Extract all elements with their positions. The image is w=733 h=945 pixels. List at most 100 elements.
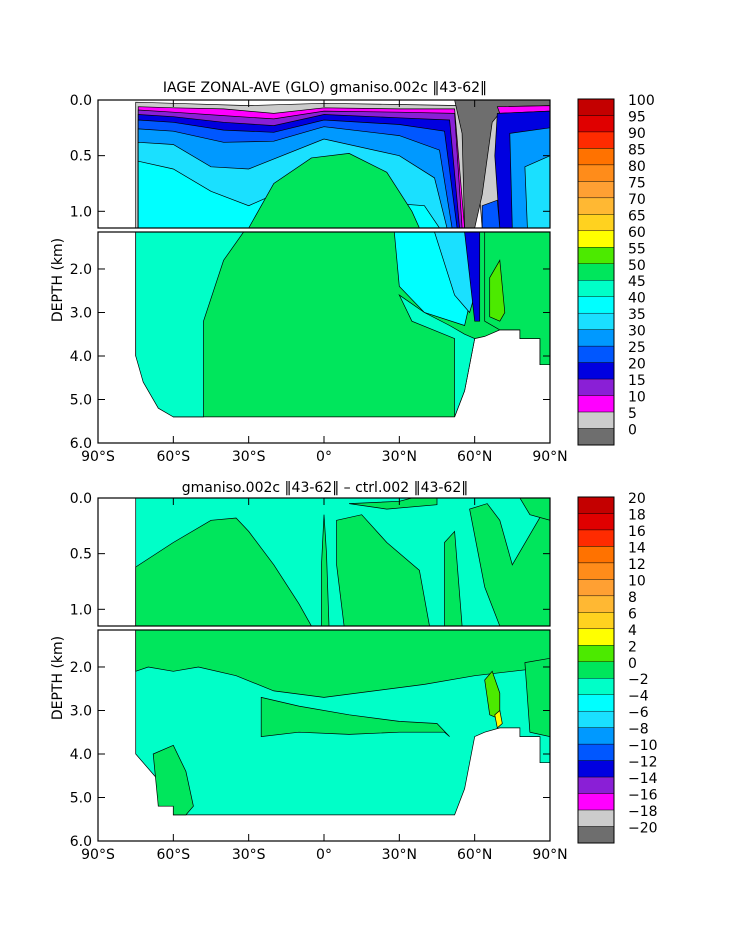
colorbar-swatch: [577, 345, 615, 363]
chart-anomaly-difference: gmaniso.002c ‖43-62‖ – ctrl.002 ‖43-62‖ …: [50, 480, 658, 863]
colorbar-swatch: [577, 628, 615, 646]
y-axis-label: DEPTH (km): [50, 636, 66, 720]
y-axis-label: DEPTH (km): [50, 238, 66, 322]
colorbar-label: 25: [628, 340, 646, 356]
y-tick-label: 0.5: [70, 149, 92, 165]
y-tick-label: 4.0: [70, 747, 92, 763]
y-tick-label: 6.0: [70, 834, 92, 850]
colorbar-swatch: [577, 612, 615, 630]
colorbar-swatch: [577, 826, 615, 844]
colorbar-swatch: [577, 181, 615, 199]
y-tick-label: 0.0: [70, 491, 92, 507]
colorbar-swatch: [577, 214, 615, 232]
colorbar-swatch: [577, 329, 615, 347]
contour-region-4: [494, 709, 503, 729]
contour-region-50: [248, 153, 420, 228]
colorbar-swatch: [577, 694, 615, 712]
colorbar-label: 70: [628, 192, 646, 208]
contour-region-55: [489, 259, 506, 322]
colorbar-swatch: [577, 312, 615, 330]
colorbar-swatch: [577, 776, 615, 794]
colorbar-label: 95: [628, 109, 646, 125]
contour-region-0: [469, 499, 550, 626]
colorbar-label: 16: [628, 524, 646, 540]
colorbar-label: −2: [628, 672, 649, 688]
y-tick-label: 2.0: [70, 660, 92, 676]
colorbar-swatch: [577, 595, 615, 613]
y-tick-label: 5.0: [70, 392, 92, 408]
contour-fill-group: [135, 232, 550, 418]
colorbar-label: 0: [628, 656, 637, 672]
colorbar-label: 20: [628, 357, 646, 373]
colorbar-label: 40: [628, 291, 646, 307]
y-tick-label: 0.0: [70, 93, 92, 109]
colorbar-label: 50: [628, 258, 646, 274]
contour-region-0: [135, 517, 312, 626]
colorbar-label: 55: [628, 241, 646, 257]
x-tick-label: 60°N: [457, 449, 492, 465]
colorbar-label: 60: [628, 225, 646, 241]
colorbar-swatch: [577, 661, 615, 679]
x-tick-label: 60°N: [457, 847, 492, 863]
x-tick-label: 0°: [316, 847, 332, 863]
y-tick-label: 3.0: [70, 305, 92, 321]
contour-region-0: [152, 744, 194, 816]
colorbar-swatch: [577, 395, 615, 413]
x-tick-label: 30°N: [382, 449, 417, 465]
colorbar-label: 18: [628, 507, 646, 523]
colorbar-swatch: [577, 428, 615, 446]
x-tick-label: 60°S: [156, 847, 190, 863]
colorbar-swatch: [577, 546, 615, 564]
colorbar-label: −10: [628, 738, 658, 754]
x-tick-label: 30°N: [382, 847, 417, 863]
colorbar-swatch: [577, 362, 615, 380]
contour-region-2: [484, 670, 501, 720]
contour-region-30: [481, 199, 501, 228]
y-tick-label: 1.0: [70, 602, 92, 618]
colorbar-label: 20: [628, 491, 646, 507]
colorbar-swatch: [577, 496, 615, 514]
colorbar-label: 10: [628, 573, 646, 589]
contour-region-0: [519, 498, 550, 521]
colorbar-label: −12: [628, 755, 658, 771]
colorbar-label: 65: [628, 208, 646, 224]
colorbar-swatch: [577, 513, 615, 531]
x-tick-label: 60°S: [156, 449, 190, 465]
colorbar-label: 15: [628, 373, 646, 389]
colorbar-swatch: [577, 743, 615, 761]
contour-region-0: [321, 514, 330, 626]
colorbar-swatch: [577, 263, 615, 281]
colorbar-label: 100: [628, 93, 655, 109]
contour-region-0: [524, 657, 550, 737]
contour-fill-group: [135, 100, 550, 228]
x-tick-label: 90°S: [81, 847, 115, 863]
colorbar-label: 0: [628, 423, 637, 439]
colorbar-label: 2: [628, 639, 637, 655]
colorbar-swatch: [577, 131, 615, 149]
colorbar-swatch: [577, 710, 615, 728]
contour-fill-group: [135, 498, 550, 626]
x-tick-label: 30°S: [232, 449, 266, 465]
colorbar-frame: [577, 496, 615, 844]
colorbar-swatch: [577, 529, 615, 547]
x-tick-label: 90°N: [532, 449, 567, 465]
contour-region-0: [454, 100, 550, 228]
contour-region-50: [484, 232, 550, 366]
colorbar-swatch: [577, 280, 615, 297]
colorbar-swatch: [577, 148, 615, 166]
colorbar-swatch: [577, 247, 615, 264]
chart-title: IAGE ZONAL-AVE (GLO) gmaniso.002c ‖43-62…: [163, 80, 487, 96]
chart-title: gmaniso.002c ‖43-62‖ – ctrl.002 ‖43-62‖: [182, 480, 469, 496]
colorbar-label: −4: [628, 689, 649, 705]
colorbar-label: −20: [628, 821, 658, 837]
colorbar-label: 6: [628, 606, 637, 622]
y-tick-label: 4.0: [70, 349, 92, 365]
colorbar-label: 80: [628, 159, 646, 175]
colorbar-label: 75: [628, 175, 646, 191]
colorbar-swatch: [577, 579, 615, 597]
x-tick-label: 90°N: [532, 847, 567, 863]
x-tick-label: 0°: [316, 449, 332, 465]
colorbar-swatch: [577, 809, 615, 827]
colorbar-label: 45: [628, 274, 646, 290]
